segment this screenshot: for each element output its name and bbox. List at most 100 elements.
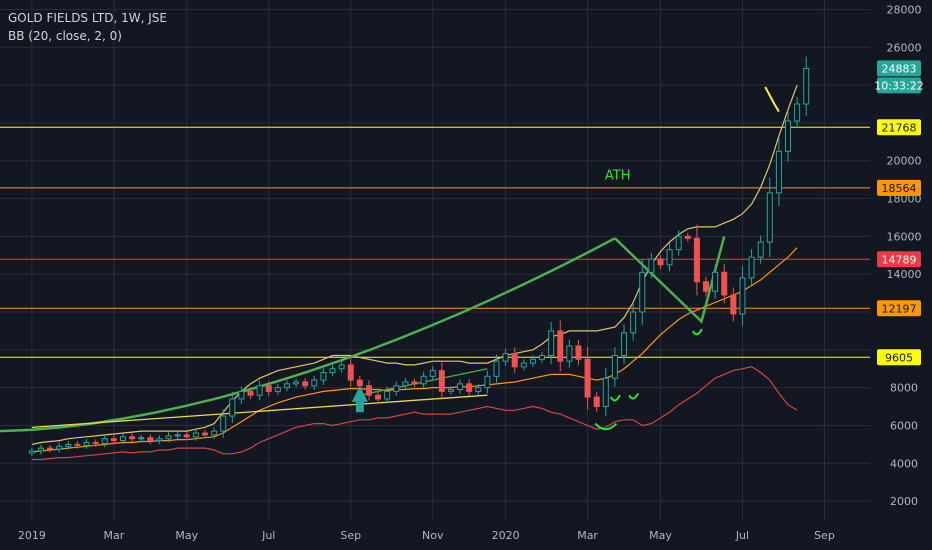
candle-body [338, 364, 345, 370]
candle-body [475, 387, 482, 392]
candle-body [466, 383, 473, 392]
chart-legend: GOLD FIELDS LTD, 1W, JSE BB (20, close, … [8, 9, 167, 45]
price-level-tag-bg [877, 251, 921, 268]
candle-body [648, 258, 655, 273]
x-tick-label: 2020 [492, 529, 520, 542]
bb-line-2 [31, 366, 798, 461]
candles [28, 56, 810, 457]
candle-body [375, 394, 382, 400]
price-level-tag-bg [877, 349, 921, 366]
candle-body [429, 370, 436, 377]
candle-body [274, 387, 281, 392]
candle-body [320, 372, 327, 381]
y-tick-label: 14000 [887, 268, 922, 281]
candle-body [438, 370, 445, 392]
candle-body [393, 385, 400, 392]
candle-body [201, 432, 208, 436]
candle-body [457, 383, 464, 391]
candle-body [83, 441, 90, 446]
candle-body [329, 368, 336, 374]
y-tick-label: 6000 [890, 419, 918, 432]
candle-body [666, 249, 673, 266]
candle-body [502, 353, 509, 362]
support-line [31, 394, 488, 428]
countdown-tag-bg [877, 77, 921, 94]
candle-body [302, 381, 309, 387]
x-tick-label: May [175, 529, 198, 542]
y-tick-label: 4000 [890, 457, 918, 470]
candle-body [247, 390, 254, 396]
candle-body [493, 360, 500, 377]
last-price-tag-bg [877, 60, 921, 77]
candle-body [748, 256, 755, 279]
candle-body [28, 450, 35, 454]
candle-body [447, 389, 454, 392]
bb-line-1 [31, 84, 798, 445]
candle-body [529, 358, 536, 364]
x-tick-label: Jul [735, 529, 749, 542]
candle-body [356, 379, 363, 387]
candle-body [766, 192, 773, 243]
candle-body [165, 435, 172, 440]
candle-body [785, 120, 792, 152]
candle-body [65, 443, 72, 447]
candle-body [192, 432, 199, 438]
candle-body [730, 294, 737, 315]
price-level-tag-bg [877, 300, 921, 317]
countdown-tag: 10:33:22 [874, 79, 923, 92]
up-arrow-marker [351, 385, 368, 402]
candle-body [712, 271, 719, 292]
tick-mark-1 [628, 392, 640, 400]
candle-body [611, 354, 618, 379]
y-tick-label: 16000 [887, 230, 922, 243]
candle-body [229, 398, 236, 417]
candle-body [238, 390, 245, 400]
tick-mark-0 [610, 394, 621, 402]
candle-body [47, 447, 54, 450]
candle-body [92, 441, 99, 444]
candle-body [402, 381, 409, 387]
candle-body [602, 377, 609, 408]
candle-body [420, 375, 427, 385]
price-level-tag: 9605 [885, 351, 913, 364]
y-tick-label: 28000 [887, 3, 922, 16]
axes: 2019 Mar May Jul Sep Nov 2020 Mar May Jul Sep 2000 4… [18, 3, 924, 542]
candle-body [220, 415, 227, 432]
candle-body [721, 271, 728, 296]
y-tick-label: 8000 [890, 382, 918, 395]
candle-body [147, 437, 154, 442]
x-tick-label: Mar [103, 529, 124, 542]
x-tick-label: 2019 [18, 529, 46, 542]
swing-lines [614, 236, 726, 324]
candle-body [293, 381, 300, 385]
price-level-tag-bg [877, 119, 921, 136]
candle-body [74, 443, 81, 446]
price-levels [0, 126, 870, 358]
candle-body [584, 358, 591, 398]
x-tick-label: Sep [340, 529, 361, 542]
candle-body [639, 271, 646, 313]
price-level-tag: 21768 [882, 121, 917, 134]
x-tick-label: Mar [577, 529, 598, 542]
candle-body [174, 434, 181, 437]
candle-body [119, 436, 126, 442]
candle-body [566, 345, 573, 362]
candle-body [803, 67, 810, 105]
up-arrow-stem [355, 401, 364, 413]
candle-body [56, 445, 63, 450]
x-tick-label: May [649, 529, 672, 542]
x-tick-label: Jul [261, 529, 275, 542]
candle-body [511, 353, 518, 368]
y-tick-label: 26000 [887, 41, 922, 54]
tick-mark-2 [692, 328, 703, 336]
indicator-title[interactable]: BB (20, close, 2, 0) [8, 29, 122, 43]
candle-body [684, 235, 691, 239]
parabolic-trend-curve [0, 237, 616, 433]
y-tick-label: 20000 [887, 155, 922, 168]
candle-body [548, 330, 555, 356]
candle-body [757, 241, 764, 258]
candle-body [138, 437, 145, 440]
